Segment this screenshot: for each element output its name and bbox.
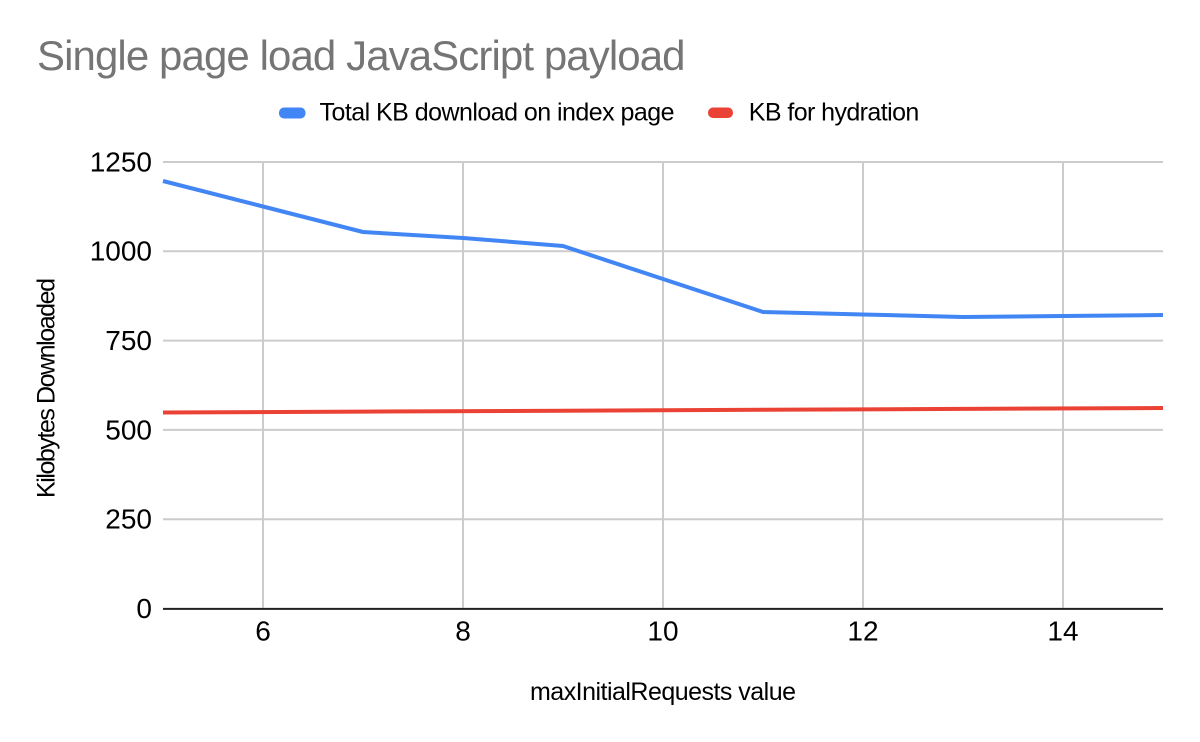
svg-text:500: 500 (105, 414, 152, 445)
svg-text:750: 750 (105, 325, 152, 356)
svg-text:maxInitialRequests value: maxInitialRequests value (530, 678, 796, 706)
svg-text:KB for hydration: KB for hydration (749, 99, 920, 127)
svg-text:12: 12 (847, 616, 878, 647)
svg-text:Total KB download on index pag: Total KB download on index page (320, 99, 675, 127)
svg-text:250: 250 (105, 504, 152, 535)
svg-text:6: 6 (255, 616, 271, 647)
svg-text:8: 8 (455, 616, 471, 647)
svg-text:1000: 1000 (90, 236, 152, 267)
svg-text:Kilobytes Downloaded: Kilobytes Downloaded (33, 278, 61, 498)
svg-text:1250: 1250 (90, 146, 152, 177)
svg-text:10: 10 (647, 616, 678, 647)
svg-text:0: 0 (136, 593, 152, 624)
svg-text:14: 14 (1047, 616, 1078, 647)
svg-text:Single page load JavaScript pa: Single page load JavaScript payload (37, 32, 686, 79)
